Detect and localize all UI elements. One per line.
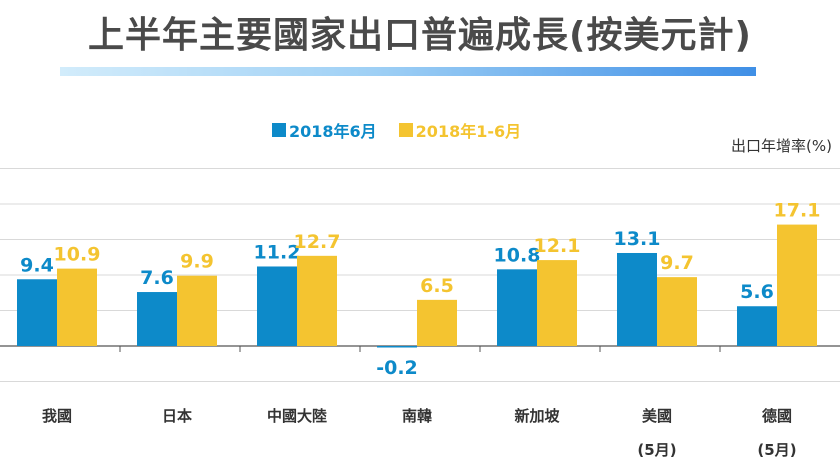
legend-label-series2: 2018年1-6月: [415, 122, 522, 141]
data-label: 7.6: [140, 267, 174, 289]
data-label: 5.6: [740, 281, 774, 303]
category-label: 我國: [42, 407, 72, 425]
bar-series2: [537, 260, 577, 346]
legend-item-series2: 2018年1-6月: [398, 118, 522, 142]
legend-item-series1: 2018年6月: [272, 118, 377, 142]
data-label: -0.2: [376, 357, 418, 379]
chart-title: 上半年主要國家出口普遍成長(按美元計): [88, 15, 752, 56]
y-axis-unit-label: 出口年增率(%): [731, 137, 832, 155]
title-underline: [60, 67, 756, 76]
legend-swatch-series2: [398, 123, 413, 137]
bar-series1: [137, 292, 177, 346]
category-label: 美國: [642, 407, 672, 425]
data-label: 10.9: [54, 244, 101, 266]
bar-series2: [177, 275, 217, 346]
data-label: 17.1: [774, 200, 821, 222]
bar-series1: [737, 306, 777, 346]
category-label: 中國大陸: [267, 407, 327, 425]
bar-series2: [297, 255, 337, 346]
category-label: 新加坡: [514, 407, 559, 425]
data-label: 9.7: [660, 252, 694, 274]
data-label: 11.2: [254, 241, 301, 263]
data-label: 12.7: [294, 231, 341, 253]
bar-series1: [257, 266, 297, 346]
data-label: 10.8: [494, 244, 541, 266]
category-label: 南韓: [402, 407, 432, 425]
data-label: 9.9: [180, 251, 214, 273]
data-label: 6.5: [420, 275, 454, 297]
legend: 2018年6月 2018年1-6月: [272, 118, 521, 142]
bar-series2: [417, 299, 457, 346]
category-label: 德國: [762, 407, 792, 425]
data-label: 9.4: [20, 254, 54, 276]
bar-series2: [657, 277, 697, 346]
category-note: (5月): [637, 441, 676, 459]
bar-series1: [17, 279, 57, 346]
data-label: 13.1: [614, 228, 661, 250]
bar-series1: [617, 252, 657, 346]
bar-series1: [377, 346, 417, 348]
bar-series2: [777, 224, 817, 346]
category-note: (5月): [757, 441, 796, 459]
data-label: 12.1: [534, 235, 581, 257]
legend-label-series1: 2018年6月: [289, 122, 377, 141]
legend-swatch-series1: [272, 123, 286, 137]
category-label: 日本: [162, 407, 192, 425]
bar-series1: [497, 269, 537, 346]
bar-series2: [57, 268, 97, 346]
